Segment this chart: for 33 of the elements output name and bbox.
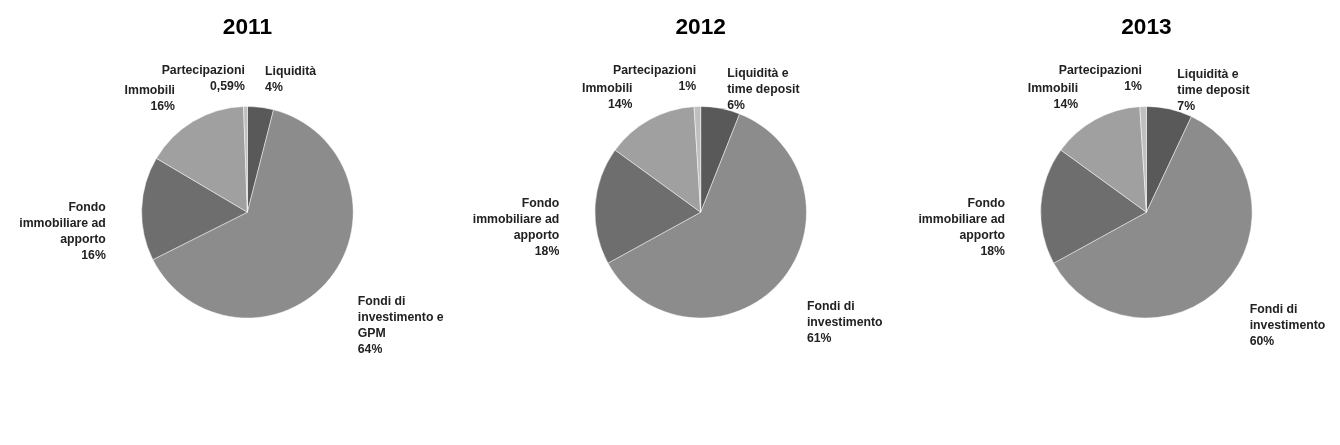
slice-label: Partecipazioni <box>613 63 697 78</box>
slice-label: Liquidità e time deposit <box>727 65 800 96</box>
data-label: 64% <box>357 341 383 356</box>
data-label: 16% <box>81 248 106 263</box>
data-label: 60% <box>1249 334 1275 349</box>
slice-label: Fondo immobiliare ad apporto <box>918 196 1006 243</box>
data-label: 14% <box>1053 96 1079 111</box>
slice-label: Fondi di investimento <box>1249 301 1326 333</box>
slice-label: Partecipazioni <box>1058 63 1142 78</box>
data-label: 18% <box>534 244 560 259</box>
data-label: 1% <box>1124 79 1143 94</box>
slice-label: Immobili <box>582 80 633 95</box>
slice-label: Immobili <box>1027 80 1079 95</box>
slice-label: Fondo immobiliare ad apporto <box>472 196 560 243</box>
slice-label: Liquidità e time deposit <box>1177 66 1250 97</box>
slice-label: Liquidità <box>265 64 317 79</box>
data-label: 16% <box>150 99 176 114</box>
data-label: 1% <box>678 79 697 94</box>
chart-title: 2013 <box>1121 12 1172 39</box>
chart-title: 2012 <box>675 12 726 39</box>
slice-label: Fondi di investimento e GPM <box>357 293 444 340</box>
data-label: 14% <box>607 96 633 111</box>
slice-label: Fondi di investimento <box>806 298 884 329</box>
data-label: 6% <box>727 97 746 112</box>
slice-label: Fondo immobiliare ad apporto <box>19 200 107 247</box>
data-label: 7% <box>1177 98 1196 113</box>
data-label: 0,59% <box>210 79 245 94</box>
slice-label: Partecipazioni <box>161 63 245 78</box>
slice-label: Immobili <box>124 83 176 98</box>
data-label: 4% <box>265 80 283 95</box>
data-label: 61% <box>806 330 832 345</box>
data-label: 18% <box>980 244 1006 259</box>
chart-title: 2011 <box>222 12 272 39</box>
